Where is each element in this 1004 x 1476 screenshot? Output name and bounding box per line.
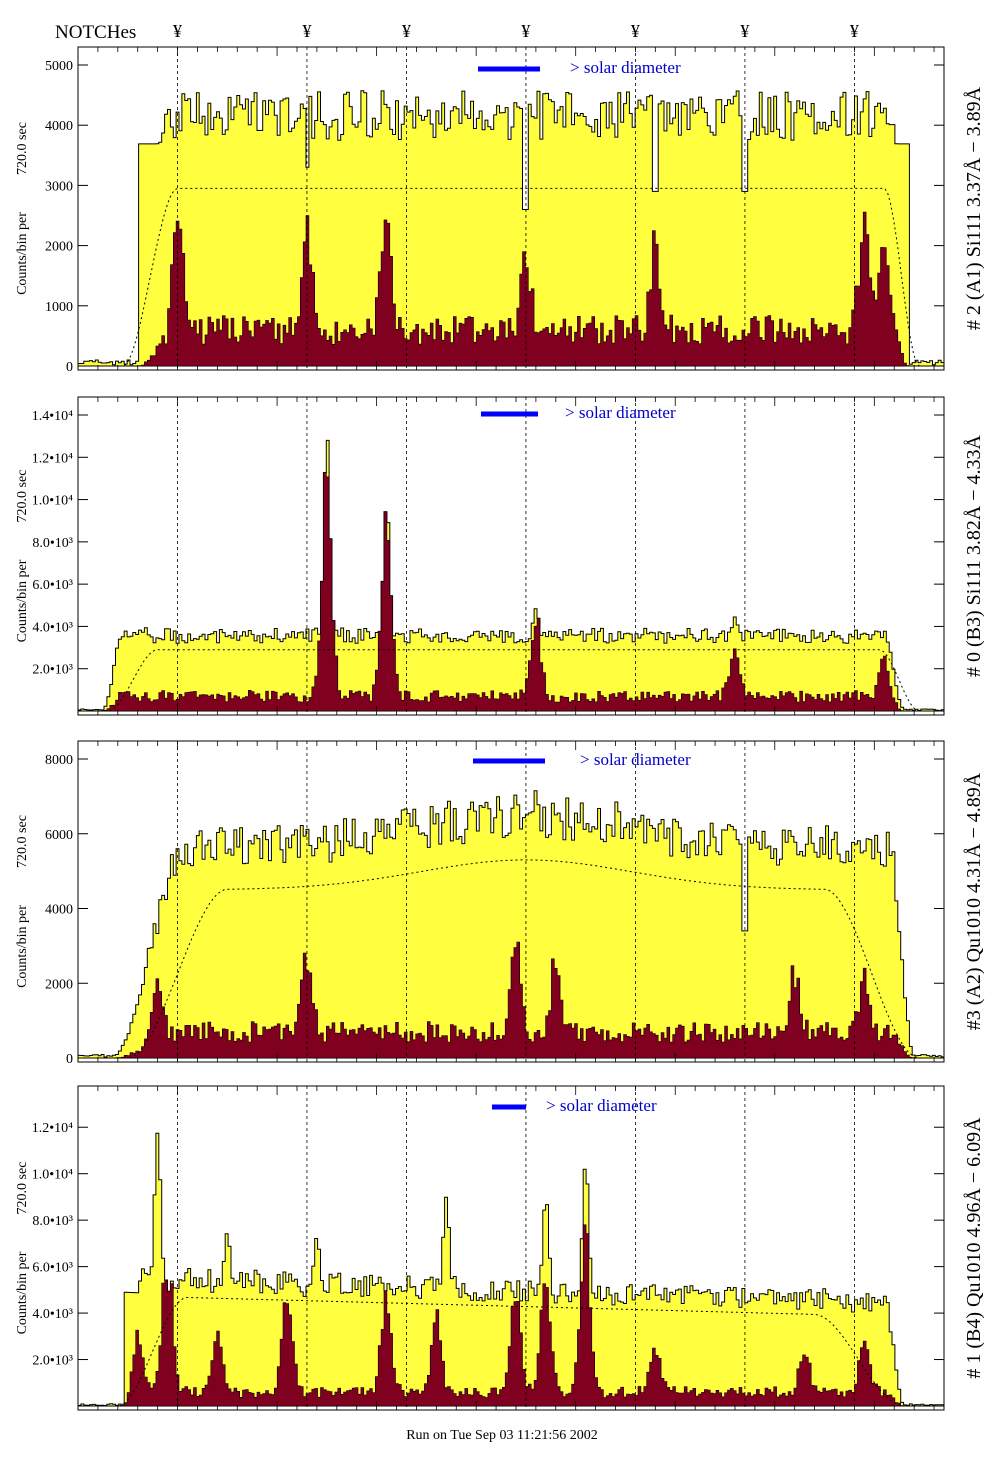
model-curve	[79, 1297, 943, 1407]
y-axis-label: Counts/bin per	[15, 559, 30, 642]
y-tick-label: 4000	[45, 119, 73, 134]
y-axis-label-exposure: 720.0 sec	[15, 1162, 30, 1215]
notch-marker-2: ¥	[302, 21, 311, 41]
total-counts-histogram	[77, 790, 945, 1059]
notches-label: NOTCHes	[55, 22, 136, 43]
legend-label: > solar diameter	[570, 58, 681, 77]
legend-label: > solar diameter	[580, 750, 691, 769]
y-tick-label: 1.0•10⁴	[32, 494, 73, 509]
plot-frame	[77, 740, 945, 1063]
legend-label: > solar diameter	[565, 403, 676, 422]
notch-marker-1: ¥	[173, 21, 182, 41]
solar-counts-histogram	[78, 472, 944, 712]
y-axis-label-exposure: 720.0 sec	[15, 815, 30, 868]
model-curve	[79, 859, 943, 1059]
y-tick-label: 1.0•10⁴	[32, 1168, 73, 1183]
panel-3: 0 2000 4000 6000 8000 Counts/bin per 720.0 sec…	[15, 740, 985, 1067]
y-tick-label: 0	[66, 1052, 73, 1067]
legend-label: > solar diameter	[546, 1096, 657, 1115]
y-tick-label: 1.2•10⁴	[32, 451, 73, 466]
total-counts-histogram	[77, 90, 945, 367]
model-curve	[79, 187, 943, 367]
panel-title: # 1 (B4) Qu1010 4.96Å − 6.09Å	[963, 1117, 985, 1379]
model-curve	[79, 649, 943, 712]
y-tick-label: 6.0•10³	[32, 1261, 73, 1276]
notch-marker-7: ¥	[850, 21, 859, 41]
notch-marker-3: ¥	[402, 21, 411, 41]
y-tick-label: 2000	[45, 240, 73, 255]
y-tick-label: 1.4•10⁴	[32, 409, 73, 424]
panel-1: 0 1000 2000 3000 4000 5000 Counts/bin per 720.0…	[15, 46, 985, 375]
notch-marker-6: ¥	[740, 21, 749, 41]
y-axis-label: Counts/bin per	[15, 905, 30, 988]
y-tick-label: 5000	[45, 59, 73, 74]
y-tick-label: 4.0•10³	[32, 1307, 73, 1322]
y-tick-label: 6.0•10³	[32, 578, 73, 593]
run-timestamp: Run on Tue Sep 03 11:21:56 2002	[406, 1428, 598, 1443]
total-counts-histogram	[77, 1132, 945, 1407]
plot-frame	[77, 1085, 945, 1411]
y-axis-label: Counts/bin per	[15, 212, 30, 295]
solar-counts-histogram	[78, 941, 944, 1059]
total-counts-histogram	[77, 439, 945, 712]
y-tick-label: 8000	[45, 753, 73, 768]
panel-title: # 2 (A1) Si111 3.37Å − 3.89Å	[963, 86, 985, 330]
panel-4: 2.0•10³ 4.0•10³ 6.0•10³ 8.0•10³ 1.0•10⁴ 1.2•1…	[15, 1085, 985, 1411]
y-tick-label: 2.0•10³	[32, 1354, 73, 1369]
panel-2: 2.0•10³ 4.0•10³ 6.0•10³ 8.0•10³ 1.0•10⁴ 1.2•1…	[15, 396, 985, 716]
y-tick-label: 3000	[45, 179, 73, 194]
y-axis-label: Counts/bin per	[15, 1251, 30, 1334]
y-tick-label: 4.0•10³	[32, 620, 73, 635]
plot-frame	[77, 46, 945, 371]
panels: 0 1000 2000 3000 4000 5000 Counts/bin per 720.0…	[15, 46, 985, 1411]
y-tick-label: 2.0•10³	[32, 663, 73, 678]
y-tick-label: 2000	[45, 977, 73, 992]
panel-title: #3 (A2) Qu1010 4.31Å − 4.89Å	[963, 772, 985, 1030]
y-tick-label: 0	[66, 360, 73, 375]
y-tick-label: 1.2•10⁴	[32, 1121, 73, 1136]
panel-title: # 0 (B3) Si111 3.82Å − 4.33Å	[963, 434, 985, 677]
y-axis-label-exposure: 720.0 sec	[15, 122, 30, 175]
y-tick-label: 8.0•10³	[32, 1214, 73, 1229]
notches-header: NOTCHes ¥ ¥ ¥ ¥ ¥ ¥ ¥	[55, 21, 859, 43]
y-axis-label-exposure: 720.0 sec	[15, 470, 30, 523]
y-tick-label: 6000	[45, 828, 73, 843]
solar-counts-histogram	[78, 211, 944, 367]
notch-marker-5: ¥	[631, 21, 640, 41]
y-tick-label: 1000	[45, 300, 73, 315]
y-tick-label: 8.0•10³	[32, 536, 73, 551]
notch-marker-4: ¥	[521, 21, 530, 41]
y-tick-label: 4000	[45, 903, 73, 918]
plot-frame	[77, 396, 945, 716]
